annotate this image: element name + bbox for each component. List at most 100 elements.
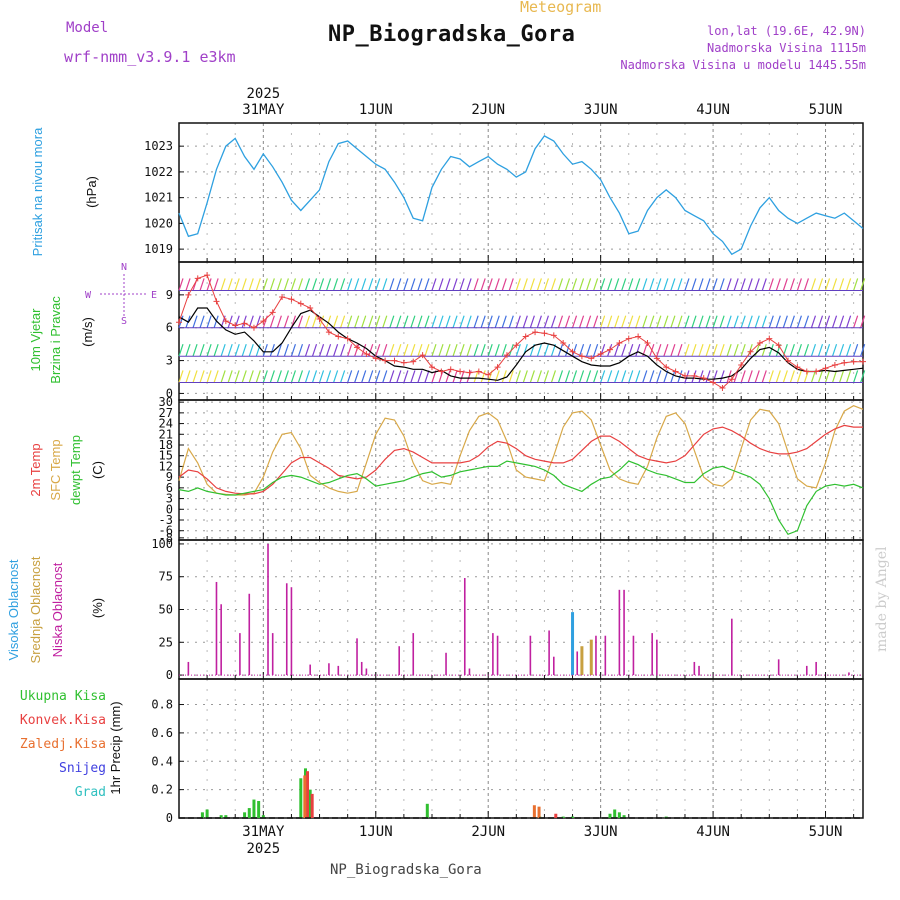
gust-line [178,274,863,389]
y-tick-label: 9 [166,288,173,302]
cloud-bar [815,661,817,676]
wind-barb [789,278,795,291]
wind-barb [333,278,339,291]
wind-barb [677,315,683,328]
gust-marker [831,361,838,368]
wind-barb [340,370,346,383]
precip-bar [532,805,536,818]
gust-marker [841,359,848,366]
wind-barb [501,370,507,383]
wind-barb [817,344,824,357]
wind-barb [333,344,339,357]
wind-barb [304,315,311,328]
cloud-bar [445,652,447,676]
wind-barb [782,370,788,383]
pressure-line [178,135,864,256]
cloud-bar [356,638,358,676]
wind-barb [522,370,528,383]
wind-barb [480,370,486,383]
wind-barb [326,344,332,357]
wind-barb [593,370,599,383]
wind-barb [543,344,549,357]
wind-barb [417,344,423,357]
wind-barb [614,370,620,383]
wind-barb [831,370,838,383]
day-label-bottom: 3JUN [584,824,618,840]
wind-barb [501,344,507,357]
wind-barb [487,315,493,328]
wind-barb [593,278,599,291]
wind-barb [185,370,191,383]
gust-marker [541,330,548,337]
wind-barb [628,315,634,328]
wind-barb [810,278,817,291]
wind-barb [663,344,669,357]
precip-bar [224,815,228,818]
y-tick-label: 0 [166,386,173,400]
gust-marker [550,332,557,339]
wind-barb [768,278,774,291]
wind-barb [487,278,493,291]
precip-bar [261,815,265,818]
precip-bar [303,775,307,818]
gust-marker [822,365,829,372]
gust-marker [813,368,820,375]
precip-bar [310,793,314,818]
wind-barb [326,315,332,328]
gust-marker [672,368,679,375]
wind-barb [283,278,289,291]
cloud-bar [731,618,733,676]
wind-barb [333,370,339,383]
wind-barb [782,315,788,328]
wind-barb [192,370,198,383]
wind-barb [747,315,753,328]
gust-marker [185,291,192,298]
wind-barb [754,278,760,291]
wind-barb [375,278,381,291]
wind-barb [628,278,634,291]
day-label-top: 5JUN [809,102,843,118]
precip-legend-item: Snijeg [59,761,106,776]
wind-barb [494,315,500,328]
y-tick-label: 3 [166,354,173,368]
wind-barb [578,344,585,357]
y-tick-label: 30 [159,395,173,409]
compass-s: S [121,316,127,327]
day-label-top: 31MAY [242,102,285,118]
wind-barb [480,344,486,357]
gust-marker [297,300,304,307]
cloud-bar [496,635,499,676]
wind-speed-line [178,307,864,381]
wind-barb [466,315,472,328]
wind-barb [248,278,254,291]
wind-barb [586,344,592,357]
wind-barb [227,315,233,328]
day-label-top: 3JUN [584,102,618,118]
cloud-bar [632,635,635,676]
wind-barb [220,278,226,291]
wind-barb [276,278,282,291]
y-tick-label: 0.6 [151,726,173,740]
gust-marker [597,351,604,357]
wind-barb [262,370,268,383]
wind-barb [311,278,318,291]
wind-barb [656,370,662,383]
wind-barb [445,278,451,291]
footer-station: NP_Biogradska_Gora [330,862,482,878]
gust-marker [607,346,614,353]
cloud-bar [698,665,700,676]
panel-frame [178,122,864,263]
wind-barb [382,344,388,357]
wind-title-2: Brzina i Pravac [48,296,63,384]
y-tick-label: 0.2 [151,783,173,797]
wind-barb [831,315,838,328]
y-tick-label: 75 [159,570,173,584]
cloud-bar [529,635,532,676]
wind-barb [234,370,240,383]
wind-barb [663,315,669,328]
gust-marker [316,315,323,322]
wind-barb [487,344,493,357]
gust-marker [785,357,792,364]
wind-barb [199,278,205,291]
y-tick-label: 12 [159,459,173,473]
